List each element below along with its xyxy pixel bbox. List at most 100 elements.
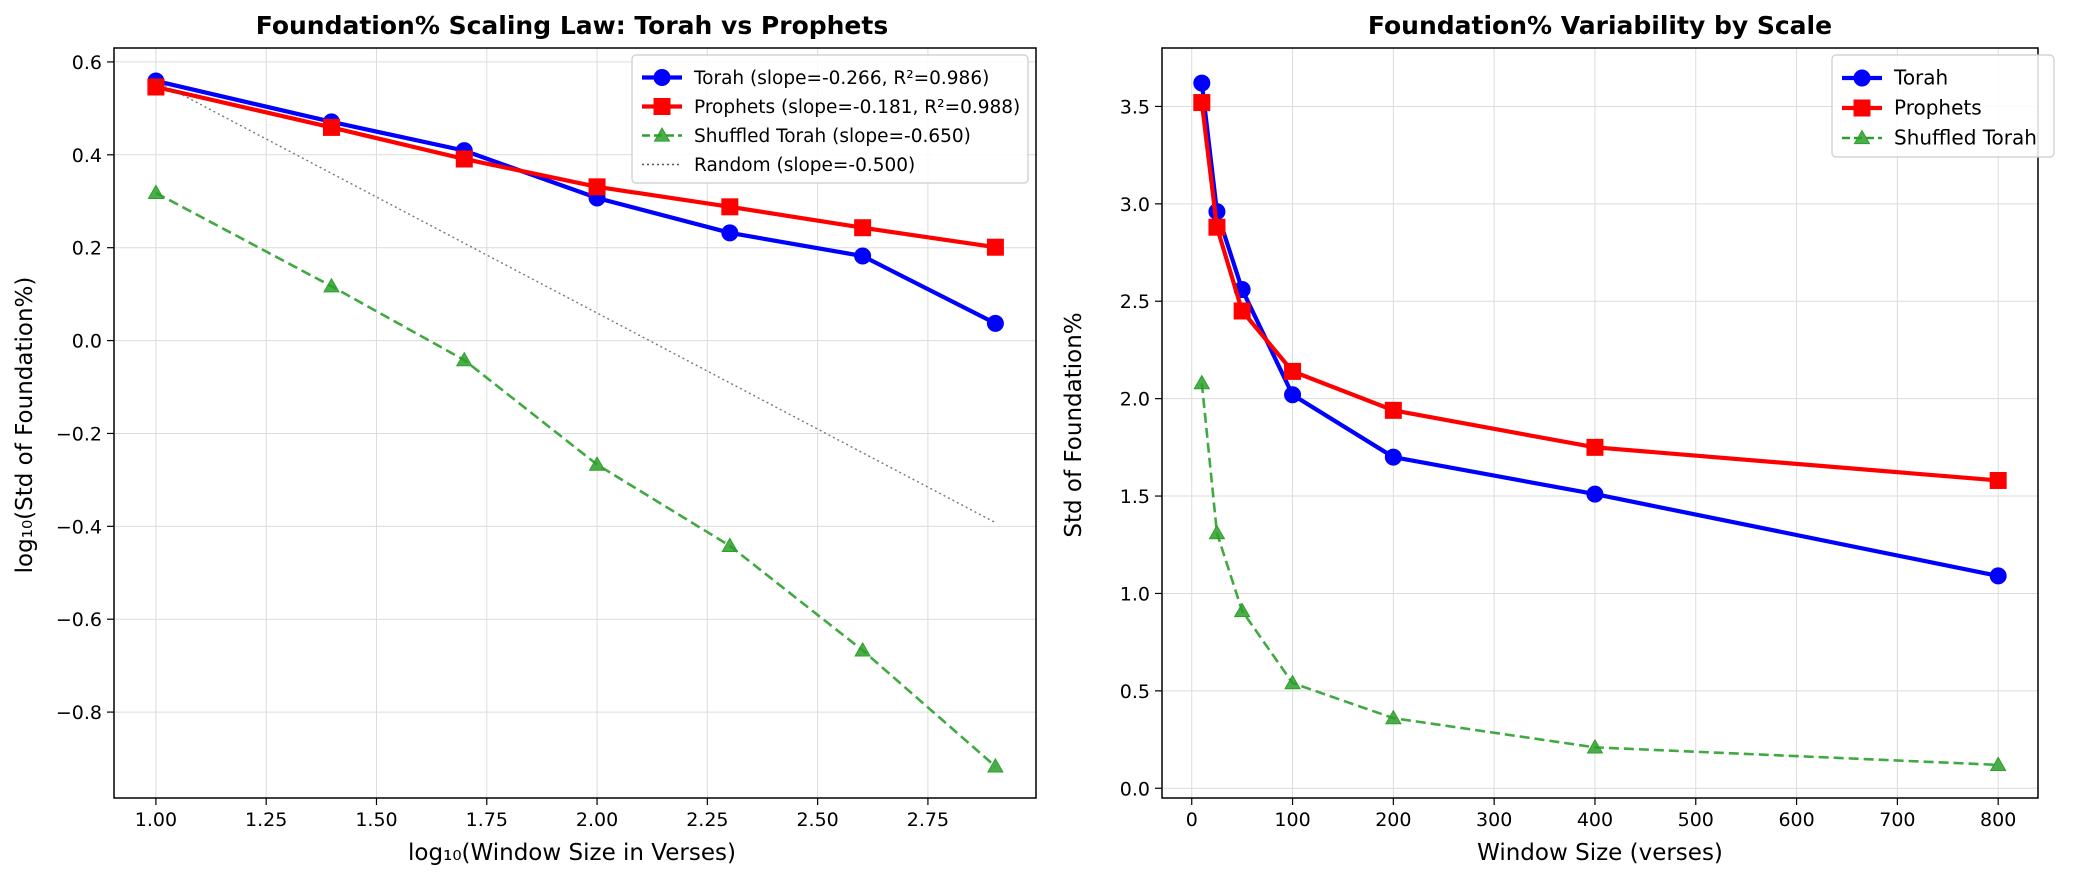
series-reference bbox=[155, 80, 996, 524]
data-point bbox=[1284, 386, 1302, 404]
x-tick-label: 1.25 bbox=[245, 809, 287, 831]
legend-box bbox=[1831, 54, 2055, 158]
legend-marker bbox=[653, 126, 671, 142]
data-point bbox=[1989, 756, 2007, 772]
data-point bbox=[323, 277, 340, 293]
data-point bbox=[1193, 374, 1211, 390]
x-tick-label: 0 bbox=[1186, 809, 1198, 831]
variability-chart: Foundation% Variability by Scale Window … bbox=[1061, 11, 2055, 866]
x-tick-label: 2.25 bbox=[686, 809, 728, 831]
data-point bbox=[721, 198, 739, 216]
chart-title: Foundation% Scaling Law: Torah vs Prophe… bbox=[256, 11, 888, 40]
data-point bbox=[1193, 94, 1211, 112]
plot-area bbox=[1162, 48, 2038, 798]
legend-marker bbox=[1853, 99, 1871, 117]
legend-label: Shuffled Torah (slope=-0.650) bbox=[694, 126, 971, 147]
y-axis-label: log₁₀(Std of Foundation%) bbox=[12, 277, 38, 574]
data-point bbox=[721, 537, 739, 552]
legend-label: Random (slope=-0.500) bbox=[694, 155, 915, 176]
legend-label: Prophets bbox=[1894, 96, 1982, 120]
x-tick-label: 500 bbox=[1678, 809, 1714, 831]
data-point bbox=[987, 757, 1004, 773]
y-tick-label: −0.6 bbox=[56, 609, 102, 631]
y-tick-label: −0.8 bbox=[56, 702, 102, 724]
x-tick-label: 400 bbox=[1577, 809, 1613, 831]
data-point bbox=[1586, 438, 1604, 456]
data-point bbox=[1989, 567, 2007, 585]
x-tick-label: 700 bbox=[1879, 809, 1915, 831]
y-tick-label: 1.5 bbox=[1120, 486, 1150, 508]
data-point bbox=[854, 641, 871, 657]
y-tick-label: 2.5 bbox=[1120, 291, 1150, 313]
legend-marker bbox=[1853, 129, 1871, 145]
y-tick-label: 3.0 bbox=[1120, 194, 1150, 216]
x-tick-label: 200 bbox=[1375, 809, 1411, 831]
x-tick-label: 2.50 bbox=[796, 809, 838, 831]
data-point bbox=[1284, 362, 1302, 380]
data-point bbox=[588, 456, 606, 471]
x-tick-label: 100 bbox=[1274, 809, 1310, 831]
scaling-law-chart: Foundation% Scaling Law: Torah vs Prophe… bbox=[12, 11, 1037, 866]
legend-label: Torah bbox=[1893, 66, 1948, 90]
data-point bbox=[1586, 738, 1604, 754]
x-tick-label: 1.50 bbox=[355, 809, 397, 831]
legend-marker bbox=[1853, 69, 1871, 87]
y-tick-label: 0.2 bbox=[72, 238, 102, 260]
data-point bbox=[1384, 401, 1402, 419]
y-tick-label: 1.0 bbox=[1120, 583, 1150, 605]
y-tick-label: 0.4 bbox=[72, 145, 102, 167]
y-tick-label: −0.4 bbox=[56, 516, 102, 538]
x-tick-label: 800 bbox=[1980, 809, 2016, 831]
data-point bbox=[986, 314, 1004, 332]
data-point bbox=[1989, 471, 2007, 489]
y-tick-label: 0.6 bbox=[72, 52, 102, 74]
legend-marker bbox=[653, 98, 671, 115]
data-point bbox=[455, 351, 473, 367]
data-point bbox=[455, 150, 473, 168]
x-tick-label: 2.00 bbox=[576, 809, 618, 831]
ticks: 0 100 200 300 400 500 600 700 800 0.0 0.5 1.0 1.5 2.0… bbox=[1120, 96, 2017, 831]
x-tick-label: 1.75 bbox=[466, 809, 508, 831]
data-point bbox=[1233, 302, 1251, 320]
series-shuffled bbox=[1193, 374, 2007, 772]
legend: Torah (slope=-0.266, R²=0.986) Prophets (… bbox=[631, 54, 1029, 184]
data-point bbox=[1208, 524, 1226, 540]
grid bbox=[1162, 48, 2038, 798]
data-point bbox=[854, 219, 872, 237]
data-point bbox=[588, 178, 606, 196]
axes-frame bbox=[113, 47, 1037, 799]
chart-title: Foundation% Variability by Scale bbox=[1368, 11, 1832, 40]
series-shuffled bbox=[147, 184, 1004, 773]
x-tick-label: 1.00 bbox=[135, 809, 177, 831]
legend-marker bbox=[653, 69, 671, 86]
y-tick-label: 2.0 bbox=[1120, 389, 1150, 411]
legend-label: Shuffled Torah bbox=[1894, 126, 2037, 150]
series-prophets bbox=[147, 78, 1004, 256]
data-point bbox=[147, 78, 165, 96]
data-point bbox=[986, 238, 1004, 256]
series-line bbox=[155, 80, 996, 524]
y-tick-label: 0.5 bbox=[1120, 681, 1150, 703]
x-tick-label: 600 bbox=[1778, 809, 1814, 831]
y-tick-label: 0.0 bbox=[1120, 778, 1150, 800]
data-point bbox=[1384, 448, 1402, 466]
y-tick-label: 0.0 bbox=[72, 331, 102, 353]
data-point bbox=[721, 224, 739, 242]
data-point bbox=[1586, 485, 1604, 503]
series-prophets bbox=[1193, 94, 2007, 489]
legend: Torah Prophets Shuffled Torah bbox=[1831, 54, 2055, 158]
y-tick-label: −0.2 bbox=[56, 423, 102, 445]
data-point bbox=[322, 118, 340, 136]
axes-frame bbox=[1161, 47, 2039, 799]
legend-label: Prophets (slope=-0.181, R²=0.988) bbox=[694, 97, 1020, 118]
x-tick-label: 300 bbox=[1476, 809, 1512, 831]
x-axis-label: log₁₀(Window Size in Verses) bbox=[408, 840, 736, 866]
data-point bbox=[854, 247, 872, 265]
x-tick-label: 2.75 bbox=[907, 809, 949, 831]
data-point bbox=[1193, 74, 1211, 92]
y-axis-label: Std of Foundation% bbox=[1061, 312, 1087, 537]
legend-label: Torah (slope=-0.266, R²=0.986) bbox=[693, 68, 989, 89]
data-point bbox=[1384, 709, 1402, 725]
